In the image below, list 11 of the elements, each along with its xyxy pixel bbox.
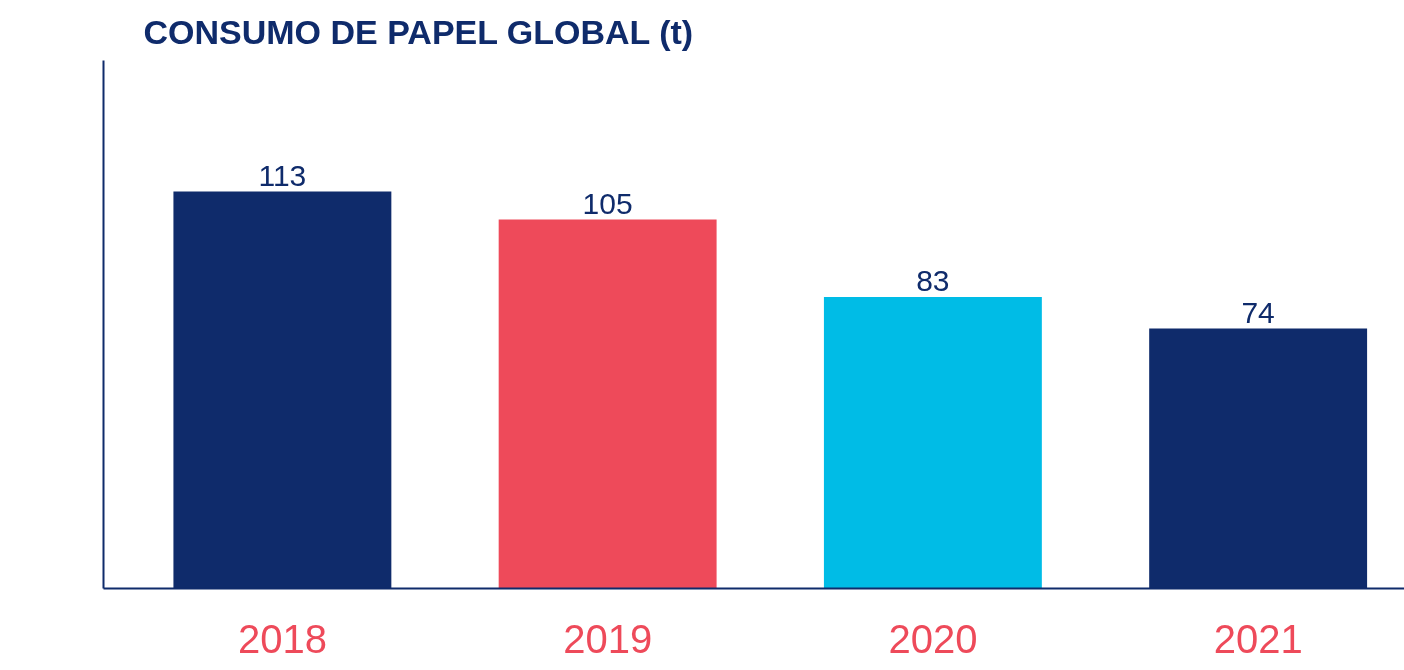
x-tick-label: 2018 [237, 616, 327, 661]
bar [498, 219, 717, 589]
data-label: 105 [582, 186, 633, 220]
chart-title: CONSUMO DE PAPEL GLOBAL (t) [143, 12, 694, 51]
data-label: 74 [1241, 295, 1275, 329]
x-tick-label: 2021 [1213, 616, 1303, 661]
x-tick-label: 2019 [563, 616, 653, 661]
data-label: 83 [916, 263, 950, 297]
bar [823, 296, 1042, 589]
x-tick-label: 2020 [888, 616, 978, 661]
data-label: 113 [258, 158, 307, 192]
